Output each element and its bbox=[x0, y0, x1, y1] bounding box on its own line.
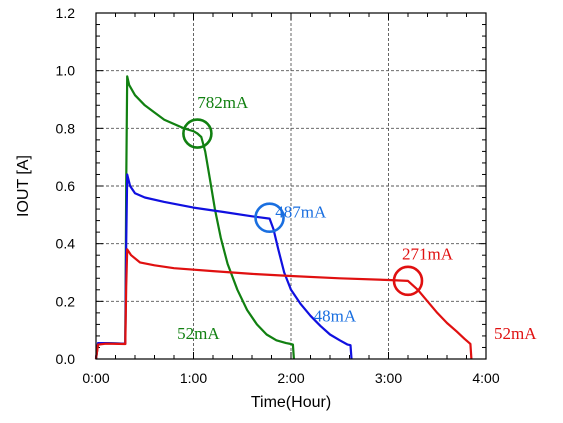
annotation-circle bbox=[182, 118, 213, 149]
y-tick-label: 0.2 bbox=[56, 293, 76, 309]
y-tick-label: 0.4 bbox=[56, 236, 76, 252]
y-tick-label: 0.0 bbox=[56, 351, 76, 367]
series-line-3 bbox=[94, 248, 473, 360]
plot-frame bbox=[95, 12, 487, 360]
grid-lines bbox=[96, 13, 486, 359]
annotation-labels: 782mA 487mA 271mA 52mA 48mA 52mA bbox=[177, 93, 537, 343]
series-line-2 bbox=[94, 173, 353, 360]
annotation-label: 52mA bbox=[494, 324, 537, 343]
x-axis-title: Time(Hour) bbox=[251, 394, 331, 411]
x-tick-labels: 0:00 1:00 2:00 3:00 4:00 bbox=[82, 370, 499, 386]
x-tick-label: 3:00 bbox=[375, 370, 402, 386]
annotation-label: 48mA bbox=[314, 307, 357, 326]
series-line-1 bbox=[94, 75, 295, 360]
annotation-circles bbox=[182, 118, 424, 297]
y-axis-title: IOUT [A] bbox=[15, 155, 32, 217]
x-tick-label: 0:00 bbox=[82, 370, 109, 386]
y-tick-label: 0.6 bbox=[56, 178, 76, 194]
x-tick-label: 4:00 bbox=[472, 370, 499, 386]
series-lines bbox=[94, 75, 473, 360]
x-tick-label: 2:00 bbox=[277, 370, 304, 386]
annotation-circle bbox=[254, 202, 285, 234]
annotation-circle bbox=[392, 265, 424, 297]
y-tick-label: 1.0 bbox=[56, 63, 76, 79]
annotation-label: 52mA bbox=[177, 324, 220, 343]
y-tick-label: 0.8 bbox=[56, 120, 76, 136]
annotation-label: 271mA bbox=[402, 245, 454, 264]
x-tick-label: 1:00 bbox=[180, 370, 207, 386]
y-tick-label: 1.2 bbox=[56, 5, 76, 21]
annotation-label: 782mA bbox=[197, 93, 249, 112]
annotation-label: 487mA bbox=[275, 203, 327, 222]
y-tick-labels: 0.0 0.2 0.4 0.6 0.8 1.0 1.2 bbox=[56, 5, 76, 367]
